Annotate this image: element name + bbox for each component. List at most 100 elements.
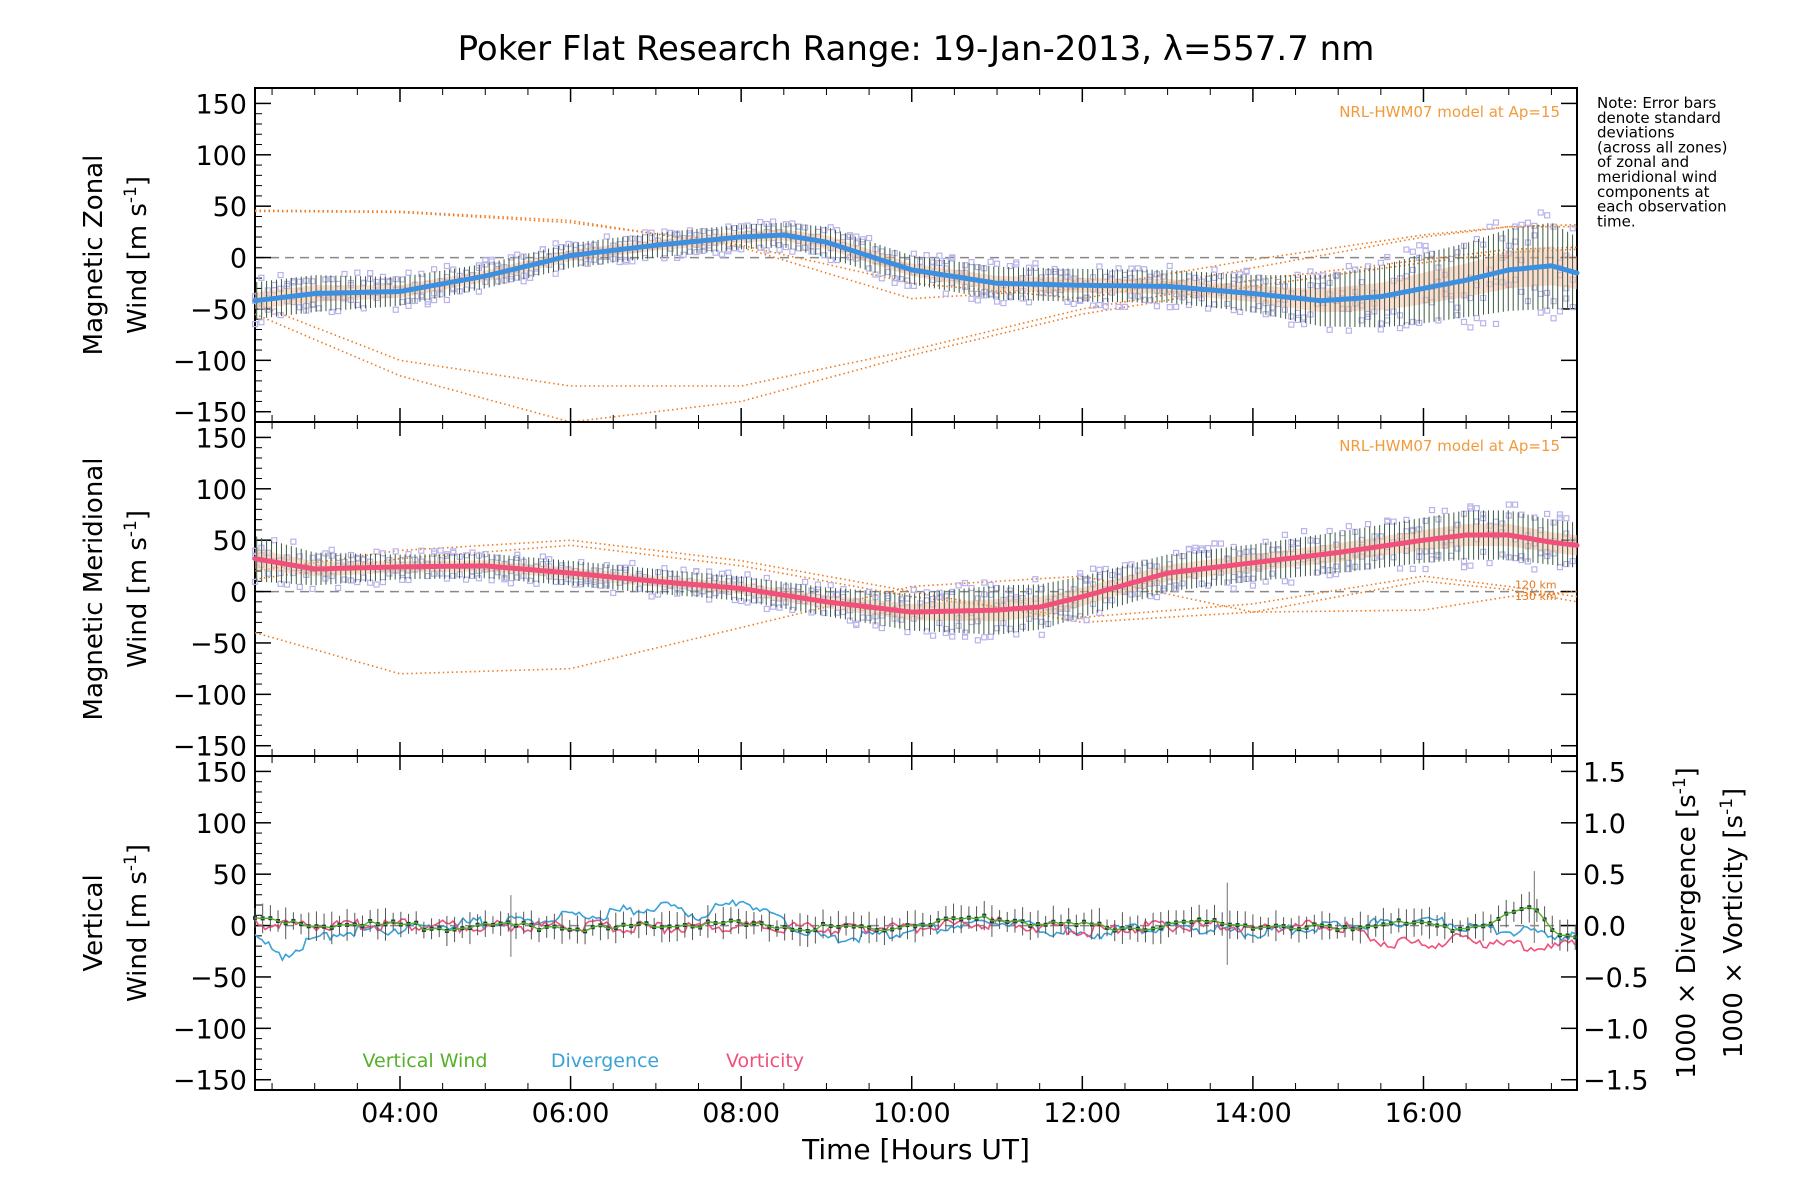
zone-point [654,569,662,576]
zone-point [1115,303,1122,310]
zone-point [776,242,783,249]
note-line: Note: Error bars [1597,94,1717,112]
zone-point [1326,567,1333,574]
zone-point [1230,573,1237,581]
zone-point [1096,609,1103,616]
zone-point [834,609,841,616]
zone-point [840,586,847,593]
zone-point [405,297,412,304]
zone-point [712,249,719,256]
zone-point [494,278,502,285]
right-label-vorticity: 1000 × Vorticity [s-1] [1717,788,1749,1058]
zone-point [1544,289,1551,296]
zone-point [277,312,284,319]
zone-point [1185,546,1193,553]
zone-point [802,224,809,231]
zone-point [1294,271,1301,278]
zone-point [1563,560,1570,568]
zone-point [1224,579,1231,586]
zone-point [757,244,764,251]
zone-point [1230,543,1237,551]
zone-point [974,297,981,304]
zone-point [1153,303,1161,310]
zone-point [1025,299,1033,306]
note-line: (across all zones) [1597,138,1727,156]
zone-point [987,258,994,265]
zone-point [1556,514,1564,521]
zone-point [1377,320,1384,327]
zone-point [1409,248,1416,255]
zone-point [693,589,700,597]
zone-point [725,246,732,253]
zone-point [942,625,949,633]
zone-point [360,305,367,312]
zone-point [1211,266,1218,273]
zone-point [853,621,860,629]
zone-point [443,296,451,304]
zone-point [1467,324,1474,331]
zone-point [469,549,476,556]
zone-point [1531,566,1538,573]
zone-point [1013,631,1020,638]
zone-point [1403,322,1410,329]
zone-point [827,582,834,589]
zone-point [802,244,809,251]
km-label-130: 130 km [1515,590,1557,603]
zone-point [987,581,994,589]
zone-point [431,266,438,273]
zone-point [590,241,598,248]
zone-point [731,224,738,232]
zone-point [1230,272,1237,279]
zone-point [1499,235,1506,242]
zone-point [1390,518,1397,525]
zone-point [1288,313,1295,320]
zone-point [1249,575,1256,582]
zone-point [1077,613,1084,620]
zone-point [942,593,949,600]
zone-point [808,587,815,594]
zone-point [1505,242,1512,249]
zone-point [341,576,348,583]
zone-point [1025,588,1033,595]
zone-point [1403,516,1410,523]
zone-point [1083,295,1090,302]
zone-point [622,564,630,571]
zone-point [1211,301,1218,308]
zone-point [1173,585,1180,592]
zone-point [1179,553,1186,560]
zone-point [1006,262,1013,270]
zone-point [834,227,841,234]
zone-point [558,578,566,586]
zone-point [399,576,406,583]
zone-point [514,274,521,281]
zone-point [488,577,495,584]
zone-point [949,633,956,640]
zone-point [776,604,783,611]
zone-point [699,228,706,235]
zone-point [1396,312,1404,319]
zone-point [1134,293,1141,300]
zone-point [961,579,969,587]
right-tick-label: 1.5 [1583,757,1626,788]
zone-point [616,564,623,571]
zone-point [1249,582,1256,589]
zone-point [763,247,770,254]
zone-point [424,298,431,305]
zone-point [814,581,822,588]
y-axis-label-line1: Magnetic Zonal [79,155,109,356]
zone-point [1358,279,1365,286]
zone-point [1205,582,1212,589]
zone-point [1512,501,1519,508]
zone-point [1121,562,1129,569]
zone-point [1486,223,1493,230]
zone-point [1281,578,1288,585]
zone-point [1134,590,1141,597]
y-tick-label: −50 [190,629,247,660]
zone-point [296,278,303,285]
zone-point [834,256,841,264]
zone-point [993,291,1001,298]
x-tick-label: 12:00 [1043,1098,1121,1129]
zone-point [507,580,514,587]
zone-scatter [251,501,1576,644]
zone-point [885,592,892,600]
